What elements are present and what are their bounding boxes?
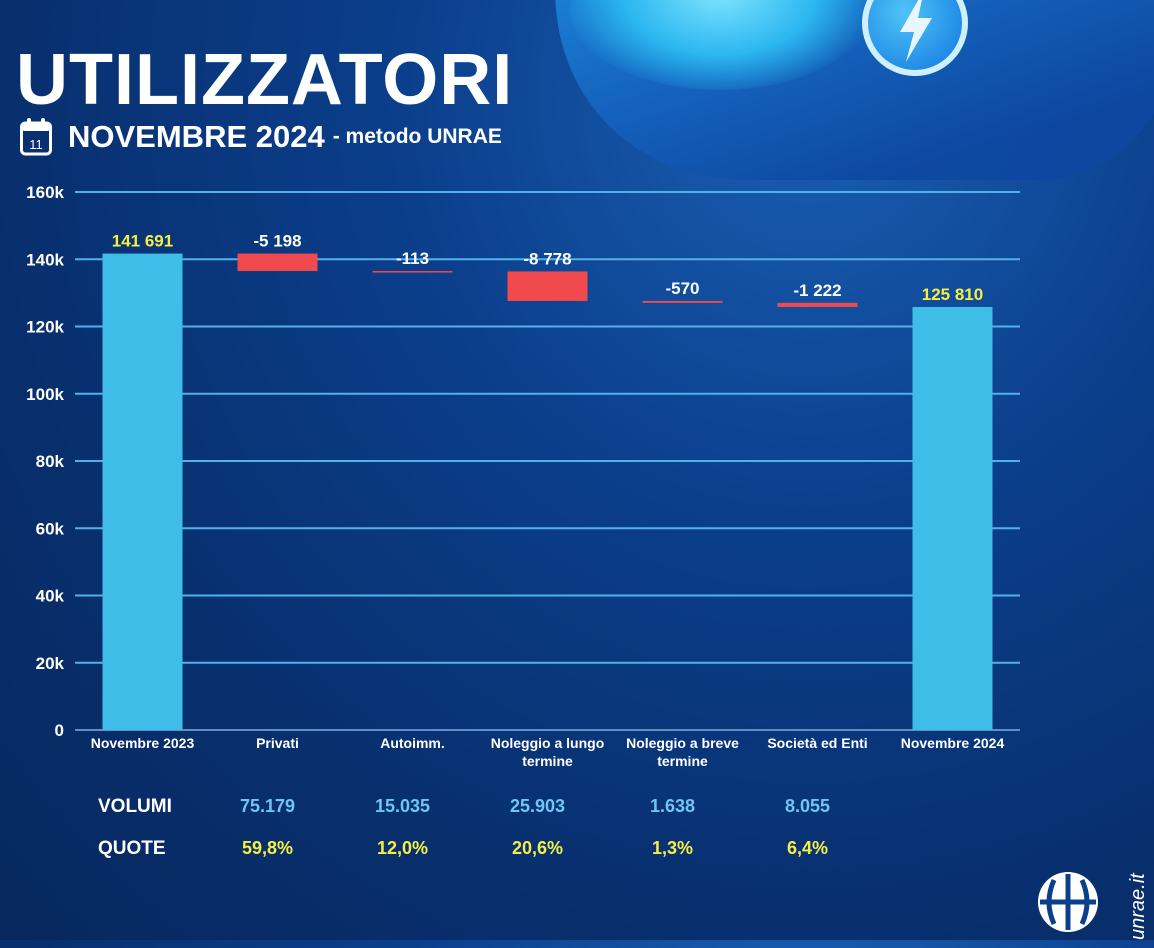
y-tick-label: 20k — [36, 654, 65, 673]
quota-value: 59,8% — [241, 838, 294, 858]
unrae-logo-icon — [1038, 872, 1098, 932]
data-label: -1 222 — [793, 281, 841, 300]
data-label: -113 — [396, 249, 429, 268]
x-tick-label: Novembre 2023 — [91, 735, 195, 751]
x-tick-label: Società ed Enti — [767, 735, 867, 751]
x-tick-label: Autoimm. — [380, 735, 445, 751]
calendar-icon: 11 — [20, 118, 52, 156]
waterfall-chart: 0 20k 40k 60k 80k 100k 120k 140k 160k 141 691 Nove… — [26, 183, 1020, 769]
x-tick-label: Noleggio a breve termine — [626, 735, 739, 769]
quote-label: QUOTE — [98, 838, 166, 859]
x-tick-label: Privati — [256, 735, 299, 751]
quota-value: 6,4% — [786, 838, 829, 858]
y-tick-label: 0 — [55, 721, 64, 740]
y-tick-label: 140k — [26, 250, 64, 269]
y-tick-label: 120k — [26, 318, 64, 337]
decrease-bar — [507, 271, 588, 301]
decrease-bar — [237, 253, 318, 272]
volume-value: 8.055 — [784, 796, 831, 816]
quota-value: 1,3% — [651, 838, 694, 858]
y-tick-label: 100k — [26, 385, 64, 404]
y-tick-label: 40k — [36, 587, 65, 606]
quota-value: 12,0% — [376, 838, 429, 858]
total-bar — [912, 306, 993, 730]
decrease-bar — [372, 271, 453, 273]
volumi-label: VOLUMI — [98, 796, 172, 817]
y-tick-label: 160k — [26, 183, 64, 202]
data-label: -8 778 — [523, 249, 571, 268]
data-label: -570 — [665, 279, 699, 298]
page-title: UTILIZZATORI — [16, 40, 514, 120]
x-tick-label: Noleggio a lungo termine — [491, 735, 605, 769]
quota-value: 20,6% — [511, 838, 564, 858]
volume-value: 15.035 — [374, 796, 431, 816]
decrease-bar — [642, 300, 723, 303]
subtitle-row: 11 NOVEMBRE 2024 - metodo UNRAE — [20, 118, 502, 156]
volume-value: 1.638 — [649, 796, 696, 816]
y-tick-label: 80k — [36, 452, 65, 471]
data-label: 141 691 — [112, 232, 173, 251]
data-label: 125 810 — [922, 285, 983, 304]
volume-value: 75.179 — [239, 796, 296, 816]
decrease-bar — [777, 302, 858, 307]
total-bar — [102, 253, 183, 730]
website-url: unrae.it — [1127, 873, 1149, 940]
subtitle: NOVEMBRE 2024 — [68, 119, 325, 154]
x-tick-label: Novembre 2024 — [901, 735, 1005, 751]
lightning-badge-icon — [862, 0, 968, 76]
y-tick-label: 60k — [36, 519, 65, 538]
volume-value: 25.903 — [509, 796, 566, 816]
subtitle-method: - metodo UNRAE — [332, 125, 502, 148]
data-label: -5 198 — [253, 232, 301, 251]
calendar-day: 11 — [29, 137, 43, 152]
